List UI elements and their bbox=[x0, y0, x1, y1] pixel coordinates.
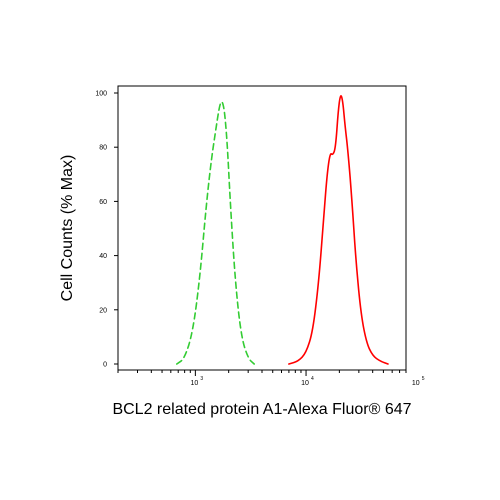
x-tick-exponent: 4 bbox=[311, 376, 314, 382]
x-tick-exponent: 3 bbox=[200, 376, 203, 382]
y-tick-label: 0 bbox=[103, 362, 107, 369]
y-tick-label: 40 bbox=[99, 253, 107, 260]
series-line-2 bbox=[288, 95, 389, 365]
y-axis-ticks: 0 20 40 60 80 100 bbox=[95, 91, 118, 369]
y-tick-label: 100 bbox=[95, 91, 107, 98]
x-tick-label: 10 bbox=[412, 380, 420, 387]
y-axis-title: Cell Counts (% Max) bbox=[59, 155, 76, 302]
y-tick-label: 20 bbox=[99, 307, 107, 314]
series-line-1 bbox=[176, 101, 255, 365]
y-tick-label: 80 bbox=[99, 145, 107, 152]
series-layer bbox=[176, 95, 389, 365]
x-tick-exponent: 5 bbox=[422, 376, 425, 382]
x-tick-label: 10 bbox=[301, 380, 309, 387]
x-axis-title: BCL2 related protein A1-Alexa Fluor® 647 bbox=[112, 401, 411, 418]
y-tick-label: 60 bbox=[99, 199, 107, 206]
x-tick-label: 10 bbox=[190, 380, 198, 387]
